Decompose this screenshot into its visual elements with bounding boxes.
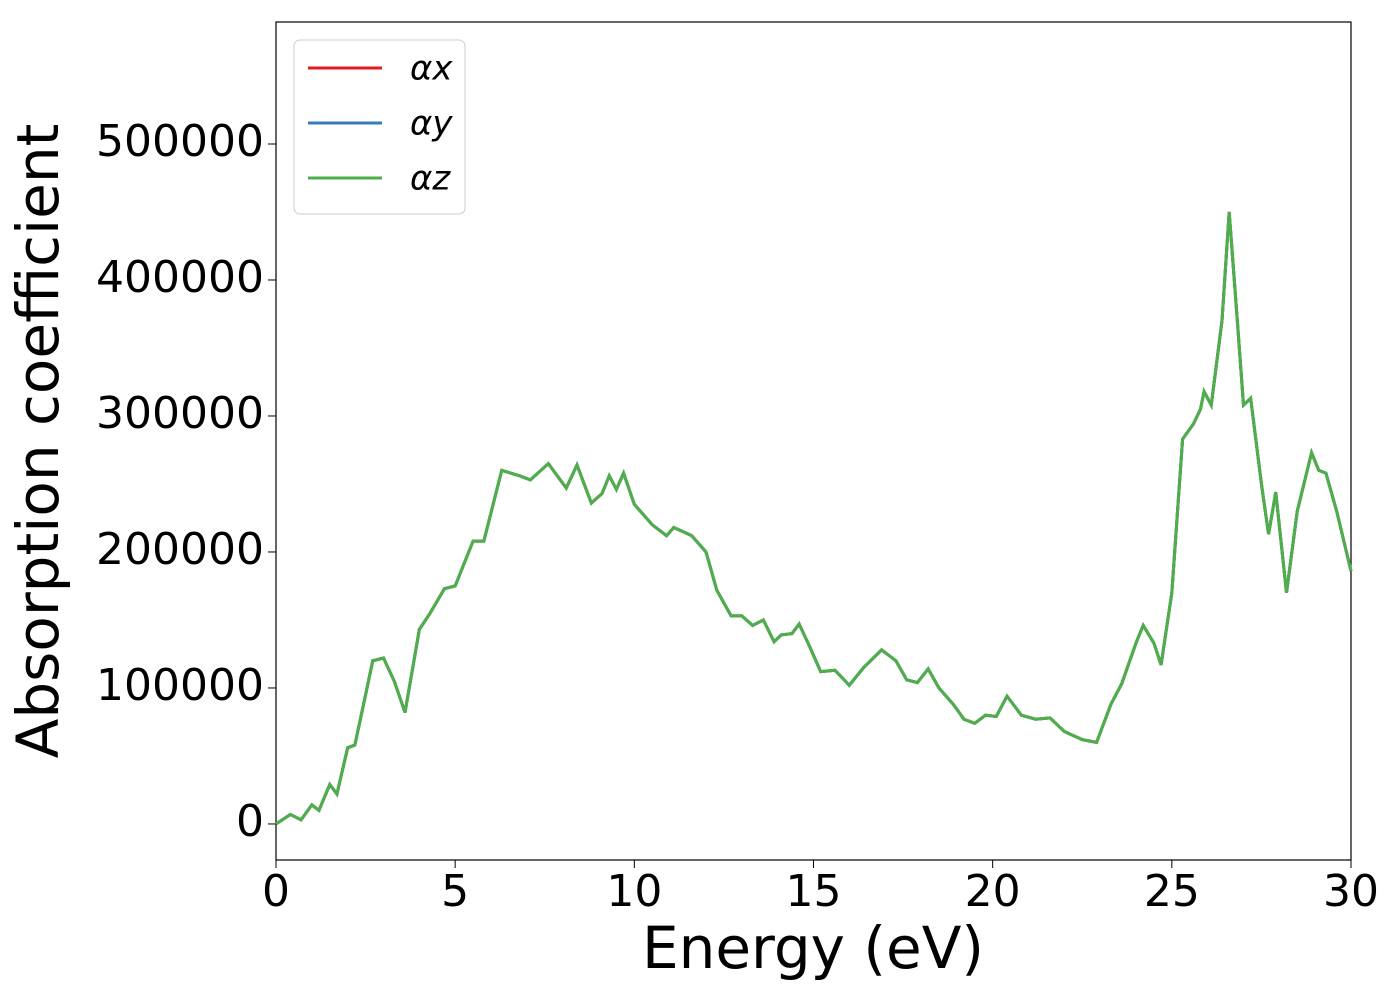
x-tick-label: 25 xyxy=(1144,866,1200,917)
y-tick-label: 0 xyxy=(236,796,264,847)
y-tick-label: 400000 xyxy=(96,252,264,303)
x-tick-label: 30 xyxy=(1323,866,1379,917)
x-tick-label: 15 xyxy=(786,866,842,917)
legend-label: αx xyxy=(410,49,453,89)
data-line xyxy=(275,211,1353,826)
x-axis-label: Energy (eV) xyxy=(642,914,984,982)
x-tick-label: 0 xyxy=(262,866,290,917)
data-line xyxy=(275,211,1353,826)
y-tick-label: 100000 xyxy=(96,660,264,711)
data-line xyxy=(275,211,1353,826)
x-tick-label: 20 xyxy=(965,866,1021,917)
y-tick-label: 500000 xyxy=(96,116,264,167)
y-axis-label: Absorption coefficient xyxy=(4,124,72,759)
x-tick-label: 10 xyxy=(606,866,662,917)
legend-label: αz xyxy=(410,159,451,199)
y-tick-label: 200000 xyxy=(96,524,264,575)
legend-box xyxy=(293,39,466,215)
y-tick-label: 300000 xyxy=(96,388,264,439)
legend-label: αy xyxy=(410,104,453,144)
x-tick-label: 5 xyxy=(441,866,469,917)
